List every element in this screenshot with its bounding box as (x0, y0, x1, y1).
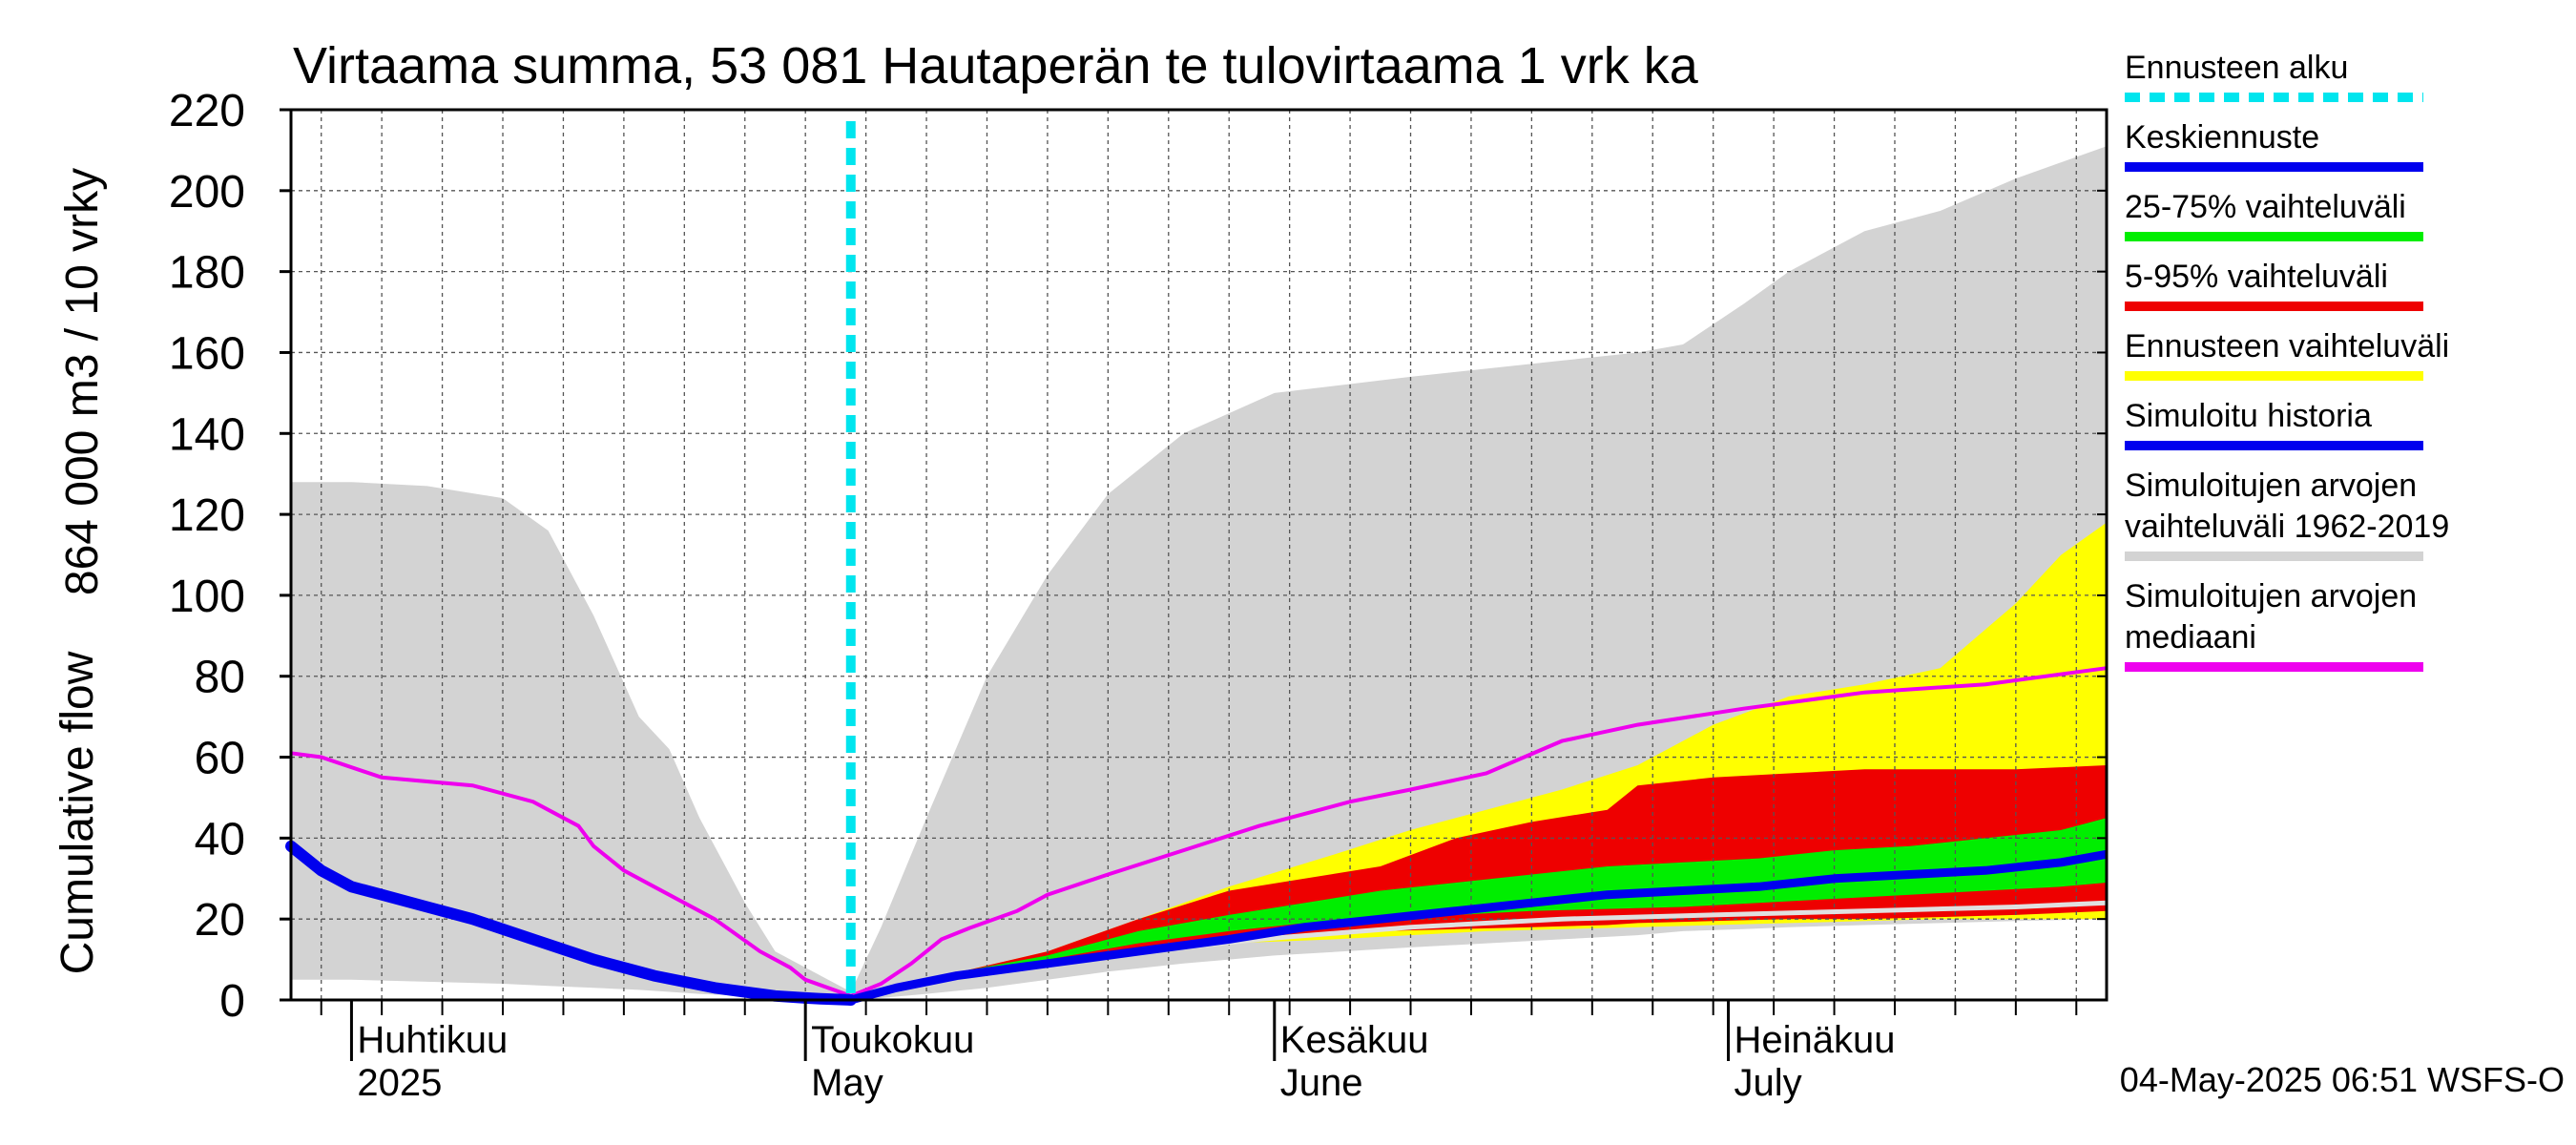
legend-label: Simuloitujen arvojen (2125, 578, 2417, 614)
y-tick-label: 180 (169, 248, 245, 299)
y-tick-label: 120 (169, 490, 245, 541)
legend-label: Ennusteen vaihteluväli (2125, 328, 2449, 364)
legend-item: Keskiennuste (2125, 119, 2423, 172)
chart-title: Virtaama summa, 53 081 Hautaperän te tul… (293, 37, 1699, 94)
month-label-en: 2025 (357, 1062, 442, 1104)
legend-item: Simuloitu historia (2125, 398, 2423, 450)
y-tick-label: 40 (195, 814, 245, 864)
y-axis-label-line1: 864 000 m3 / 10 vrky (57, 168, 108, 595)
legend-label: Simuloitujen arvojen (2125, 468, 2417, 504)
legend-item: Simuloitujen arvojen mediaani (2125, 578, 2423, 672)
plot-frame (289, 108, 2109, 1002)
y-tick-label: 100 (169, 572, 245, 622)
legend-item: 25-75% vaihteluväli (2125, 189, 2423, 241)
legend-item: 5-95% vaihteluväli (2125, 259, 2423, 311)
month-label-fi: Huhtikuu (357, 1019, 508, 1061)
legend-label: mediaani (2125, 619, 2256, 656)
legend-label: vaihteluväli 1962-2019 (2125, 509, 2449, 545)
y-tick-label: 0 (219, 976, 245, 1027)
legend-label: 25-75% vaihteluväli (2125, 189, 2406, 225)
legend-item: Ennusteen alku (2125, 50, 2423, 102)
y-tick-label: 80 (195, 653, 245, 703)
legend-label: 5-95% vaihteluväli (2125, 259, 2388, 295)
simulated-history-line (285, 840, 857, 1006)
y-axis-label-line2: Cumulative flow (52, 651, 103, 974)
timestamp: 04-May-2025 06:51 WSFS-O (2120, 1060, 2565, 1099)
historical-median-line (290, 666, 2108, 998)
legend-label: Keskiennuste (2125, 119, 2319, 156)
y-tick-label: 200 (169, 167, 245, 218)
grid-lines (291, 110, 2107, 1000)
legend-item: Ennusteen vaihteluväli (2125, 328, 2449, 381)
month-label-en: July (1735, 1062, 1802, 1104)
legend-label: Ennusteen alku (2125, 50, 2348, 86)
y-tick-label: 20 (195, 895, 245, 946)
y-tick-label: 60 (195, 734, 245, 784)
y-tick-label: 140 (169, 409, 245, 460)
month-label-en: May (811, 1062, 883, 1104)
y-tick-label: 220 (169, 86, 245, 136)
y-tick-label: 160 (169, 328, 245, 379)
month-label-fi: Toukokuu (811, 1019, 974, 1061)
legend-label: Simuloitu historia (2125, 398, 2372, 434)
month-label-fi: Heinäkuu (1735, 1019, 1896, 1061)
axes: 0 20 40 60 80 100 120 140 160 180 200 220 Huhtikuu20… (169, 86, 2109, 1104)
month-label-fi: Kesäkuu (1280, 1019, 1429, 1061)
legend: Ennusteen alku Keskiennuste 25-75% vaihtel… (2125, 50, 2449, 672)
month-label-en: June (1280, 1062, 1363, 1104)
legend-item: Simuloitujen arvojen vaihteluväli 1962-20… (2125, 468, 2449, 561)
plot-area (285, 110, 2108, 1006)
median-forecast-line (849, 849, 2108, 1005)
